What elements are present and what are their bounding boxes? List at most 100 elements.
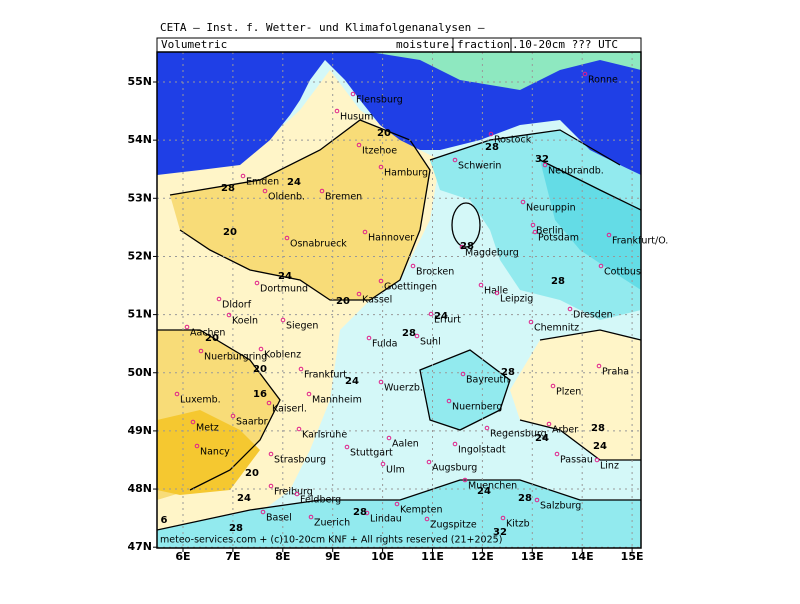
city-label: Nancy	[200, 447, 230, 458]
contour-label: 24	[278, 271, 292, 282]
city-label: Kempten	[400, 505, 442, 516]
field-wet	[157, 480, 641, 548]
city-marker	[488, 131, 494, 137]
city-label: Ronne	[588, 75, 618, 86]
city-marker	[500, 515, 506, 521]
city-marker	[460, 371, 466, 377]
contour-label: 28	[591, 423, 605, 434]
city-marker	[530, 222, 536, 228]
city-marker	[356, 291, 362, 297]
city-label: Dresden	[573, 310, 613, 321]
city-label: Goettingen	[384, 282, 437, 293]
city-label: Bayreuth	[466, 375, 509, 386]
city-marker	[414, 333, 420, 339]
lon-label: 13E	[521, 550, 544, 563]
header-right-box: fraction	[457, 38, 510, 51]
city-marker	[350, 91, 356, 97]
city-marker	[226, 312, 232, 318]
city-label: Freiburg	[274, 487, 313, 498]
city-label: Metz	[196, 423, 219, 434]
lon-label: 12E	[471, 550, 494, 563]
contour-label: 20	[223, 227, 237, 238]
city-label: Feldberg	[300, 495, 341, 506]
contour-label: 28	[501, 367, 515, 378]
city-label: Chemnitz	[534, 323, 579, 334]
contour-label: 24	[477, 486, 491, 497]
city-marker	[528, 319, 534, 325]
city-marker	[594, 457, 600, 463]
contour-label: 32	[535, 154, 549, 165]
contour-label: 20	[253, 364, 267, 375]
city-label: Strasbourg	[274, 455, 326, 466]
lat-label: 52N	[127, 249, 152, 262]
contour-label: 28	[518, 493, 532, 504]
city-marker	[386, 435, 392, 441]
city-marker	[262, 188, 268, 194]
city-label: Salzburg	[540, 501, 581, 512]
city-marker	[260, 509, 266, 515]
city-label: Lindau	[370, 514, 402, 525]
city-marker	[446, 398, 452, 404]
city-marker	[424, 516, 430, 522]
city-marker	[596, 363, 602, 369]
city-marker	[394, 501, 400, 507]
city-marker	[426, 459, 432, 465]
city-label: Plzen	[556, 387, 581, 398]
city-marker	[190, 419, 196, 425]
lon-label: 15E	[621, 550, 644, 563]
contour-label: 20	[245, 468, 259, 479]
city-label: Frankfurt/O.	[612, 236, 668, 247]
city-marker	[284, 235, 290, 241]
city-label: Itzehoe	[362, 146, 397, 157]
city-marker	[254, 280, 260, 286]
lon-label: 7E	[225, 550, 240, 563]
header-right-a: moisture.	[396, 38, 456, 51]
city-marker	[452, 157, 458, 163]
city-label: Flensburg	[356, 95, 403, 106]
city-marker	[334, 108, 340, 114]
contour-label: 24	[535, 433, 549, 444]
city-marker	[410, 263, 416, 269]
city-label: Aachen	[190, 328, 225, 339]
city-marker	[378, 278, 384, 284]
city-label: Zuerich	[314, 518, 350, 529]
city-marker	[268, 451, 274, 457]
header-left: Volumetric	[161, 38, 227, 51]
header-title: CETA – Inst. f. Wetter- und Klimafolgena…	[160, 21, 485, 34]
city-marker	[294, 491, 300, 497]
city-marker	[550, 383, 556, 389]
contour-label: 20	[205, 333, 219, 344]
city-label: Brocken	[416, 267, 454, 278]
city-marker	[520, 199, 526, 205]
city-marker	[582, 71, 588, 77]
lat-label: 54N	[127, 133, 152, 146]
contour-label: 28	[229, 523, 243, 534]
field-wet	[430, 130, 641, 320]
city-label: Aalen	[392, 439, 419, 450]
city-marker	[462, 477, 468, 483]
city-marker	[542, 162, 548, 168]
city-label: Neubrandb.	[548, 166, 604, 177]
city-label: Dldorf	[222, 300, 252, 311]
land-north	[370, 52, 641, 90]
city-label: Arber	[552, 425, 578, 436]
lon-label: 8E	[275, 550, 290, 563]
city-marker	[478, 282, 484, 288]
city-label: Kitzb	[506, 519, 530, 530]
city-label: Erfurt	[434, 315, 461, 326]
city-label: Koblenz	[264, 350, 301, 361]
city-marker	[240, 173, 246, 179]
city-label: Fulda	[372, 339, 397, 350]
contour-label: 20	[336, 296, 350, 307]
contour-label: 20	[377, 128, 391, 139]
city-label: Dortmund	[260, 284, 308, 295]
city-marker	[356, 142, 362, 148]
city-label: Leipzig	[500, 294, 533, 305]
city-label: Karlsruhe	[302, 430, 347, 441]
city-marker	[184, 324, 190, 330]
city-marker	[174, 391, 180, 397]
field-drier	[170, 120, 430, 300]
city-marker	[606, 232, 612, 238]
map-frame	[156, 51, 642, 549]
footer: meteo-services.com + (c)10-20cm KNF + Al…	[160, 535, 502, 546]
